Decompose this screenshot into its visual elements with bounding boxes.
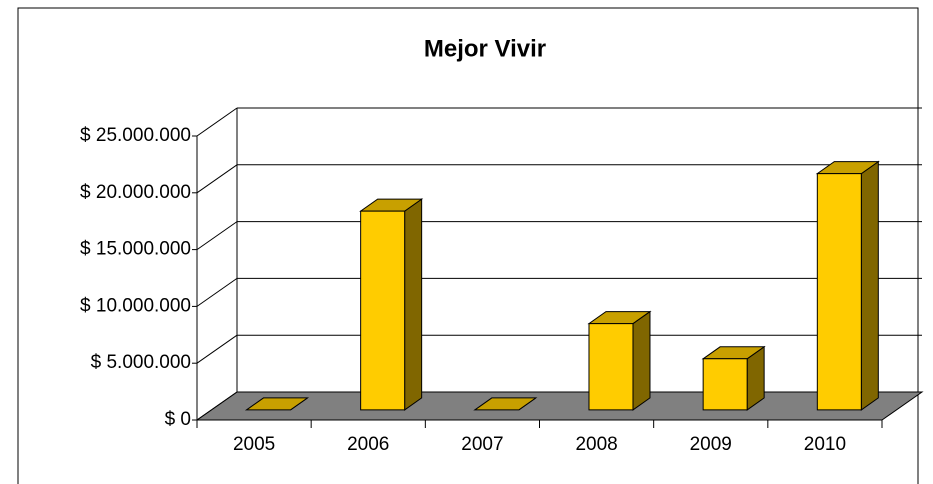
y-tick-label: $ 5.000.000 bbox=[91, 352, 191, 373]
bar-front bbox=[588, 323, 634, 411]
grid-line bbox=[196, 391, 238, 421]
bar-front bbox=[702, 358, 748, 411]
y-tick-label: $ 25.000.000 bbox=[80, 125, 191, 146]
bar bbox=[815, 160, 880, 411]
y-tick-label: $ 20.000.000 bbox=[80, 182, 191, 203]
x-tick-label: 2007 bbox=[461, 434, 503, 455]
x-tick-label: 2008 bbox=[575, 434, 617, 455]
bar-top bbox=[244, 397, 310, 411]
bar bbox=[359, 198, 424, 411]
bar bbox=[473, 397, 538, 411]
bar bbox=[701, 345, 766, 411]
bar-front bbox=[360, 210, 406, 411]
x-tick-label: 2010 bbox=[804, 434, 846, 455]
y-tick-label: $ 10.000.000 bbox=[80, 295, 191, 316]
bar-top bbox=[473, 397, 538, 411]
y-tick-label: $ 15.000.000 bbox=[80, 239, 191, 260]
grid-line bbox=[196, 277, 238, 307]
x-tick-label: 2006 bbox=[347, 434, 389, 455]
grid-line bbox=[196, 107, 238, 137]
bar-side bbox=[632, 310, 651, 411]
bar bbox=[244, 397, 310, 411]
y-tick-label: $ 0 bbox=[165, 409, 191, 430]
bar bbox=[587, 310, 652, 411]
x-tick-label: 2009 bbox=[690, 434, 732, 455]
bar-front bbox=[816, 173, 862, 411]
floor bbox=[195, 391, 924, 421]
grid-line bbox=[196, 334, 238, 364]
x-tick-label: 2005 bbox=[233, 434, 275, 455]
bar-side bbox=[860, 160, 879, 411]
grid-line bbox=[196, 164, 238, 194]
chart-title: Mejor Vivir bbox=[424, 35, 546, 62]
bar-side bbox=[404, 198, 423, 411]
grid-line bbox=[196, 221, 238, 251]
